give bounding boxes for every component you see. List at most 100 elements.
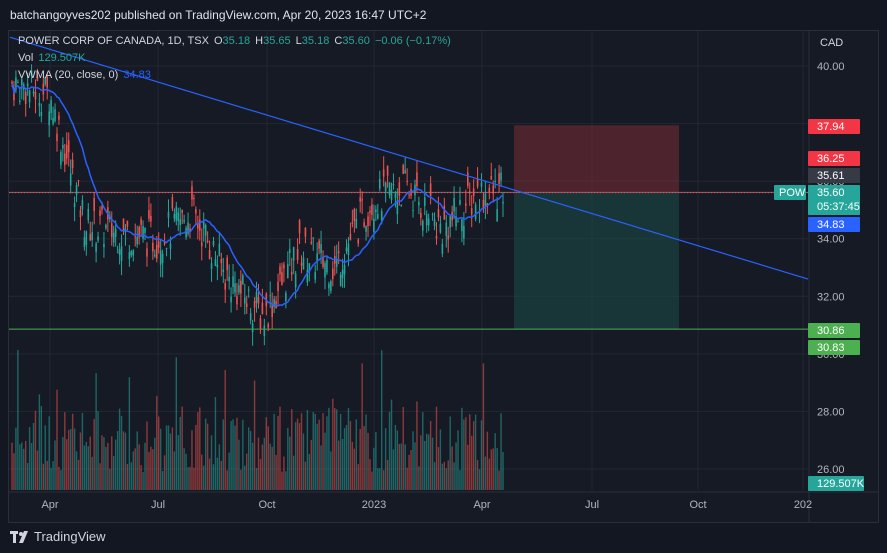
candle-body (290, 272, 293, 275)
volume-bar (11, 442, 13, 490)
volume-bar (472, 421, 475, 490)
volume-bar (85, 441, 88, 490)
candle-body (363, 222, 365, 227)
volume-bar (471, 435, 473, 490)
volume-bar (34, 410, 37, 490)
volume-bar (257, 437, 260, 490)
countdown-text: 05:37:45 (817, 201, 860, 213)
volume-value: 129.507K (38, 52, 86, 64)
candle-body (482, 200, 485, 208)
volume-bar (114, 439, 117, 490)
candle-body (472, 188, 475, 196)
volume-bar (396, 430, 399, 490)
candle-body (431, 214, 434, 216)
volume-bar (408, 454, 410, 490)
candle-body (81, 200, 84, 210)
candle-body (316, 253, 318, 262)
volume-bar (232, 419, 234, 490)
volume-bar (124, 432, 127, 490)
candle-body (357, 239, 360, 244)
volume-bar (469, 414, 471, 490)
volume-bar (220, 460, 223, 490)
volume-bar (328, 407, 330, 490)
candle-body (461, 219, 463, 232)
volume-bar (304, 461, 307, 490)
volume-bar (28, 427, 31, 490)
stop-loss-zone[interactable] (514, 125, 679, 193)
vwma-line (11, 83, 504, 307)
vwma-value: 34.83 (123, 69, 151, 81)
tradingview-brand: TradingView (34, 529, 106, 544)
volume-bar (324, 432, 326, 490)
volume-bar (201, 454, 203, 490)
candle-body (28, 90, 31, 103)
candle-body (144, 227, 146, 233)
candle-body (408, 194, 410, 196)
candle-body (157, 241, 160, 248)
candle-body (304, 228, 307, 237)
volume-bar (179, 416, 181, 490)
volume-bar (367, 432, 369, 490)
candle-body (195, 209, 197, 214)
volume-bar (105, 447, 107, 490)
candle-body (459, 200, 461, 205)
take-profit-zone[interactable] (514, 192, 679, 330)
volume-bar (171, 427, 174, 490)
volume-bar (30, 443, 33, 490)
volume-bar (120, 416, 123, 490)
candle-body (245, 303, 248, 307)
volume-bar (163, 455, 166, 490)
candle-body (97, 236, 99, 241)
volume-bar (26, 463, 29, 490)
volume-bar (103, 437, 105, 490)
candle-body (54, 109, 56, 122)
price-tag-text: 37.94 (817, 121, 845, 133)
chart-frame[interactable] (8, 30, 879, 523)
candle-body (101, 206, 103, 210)
candle-body (11, 81, 13, 84)
volume-bar (285, 471, 287, 490)
volume-bar (89, 436, 91, 490)
time-axis[interactable]: Apr Jul Oct 2023 Apr Jul Oct 202 (41, 499, 812, 511)
volume-bar (214, 396, 217, 490)
candle-body (443, 205, 446, 220)
tradingview-logo[interactable]: TradingView (10, 529, 106, 544)
volume-label[interactable]: Vol (18, 52, 34, 64)
candle-body (283, 264, 285, 269)
vwma-label[interactable]: VWMA (20, close, 0) (18, 69, 119, 81)
volume-bar (21, 442, 23, 490)
volume-bar (150, 446, 152, 490)
volume-bar (429, 421, 432, 490)
candle-body (216, 264, 219, 268)
candle-body (13, 89, 15, 101)
price-tag-text: 34.83 (817, 219, 845, 231)
candle-body (369, 210, 371, 213)
close-value: 35.60 (342, 35, 370, 47)
candle-body (324, 263, 326, 278)
candle-body (152, 242, 154, 252)
volume-bar (349, 421, 352, 490)
candle-body (377, 214, 379, 219)
legend-vwma-row: VWMA (20, close, 0) 34.83 (18, 69, 153, 81)
volume-bar (66, 439, 68, 490)
volume-bar (287, 427, 289, 490)
volume-bar (292, 455, 295, 490)
symbol-title[interactable]: POWER CORP OF CANADA, 1D, TSX (18, 35, 209, 47)
trendline[interactable] (9, 36, 809, 280)
candle-body (494, 180, 496, 182)
candle-body (341, 269, 344, 279)
volume-bar (426, 433, 428, 490)
volume-bar (148, 452, 150, 490)
candle-body (353, 208, 356, 222)
volume-bar (402, 406, 404, 490)
low-label: L (295, 35, 302, 47)
candle-body (185, 227, 187, 238)
volume-bar (488, 458, 491, 490)
volume-bar (365, 414, 367, 490)
volume-bar (463, 419, 465, 490)
volume-bar (146, 421, 148, 490)
open-label: O (213, 35, 223, 47)
price-tick-label: 32.00 (817, 291, 845, 303)
ticker-tag[interactable] (774, 185, 806, 200)
